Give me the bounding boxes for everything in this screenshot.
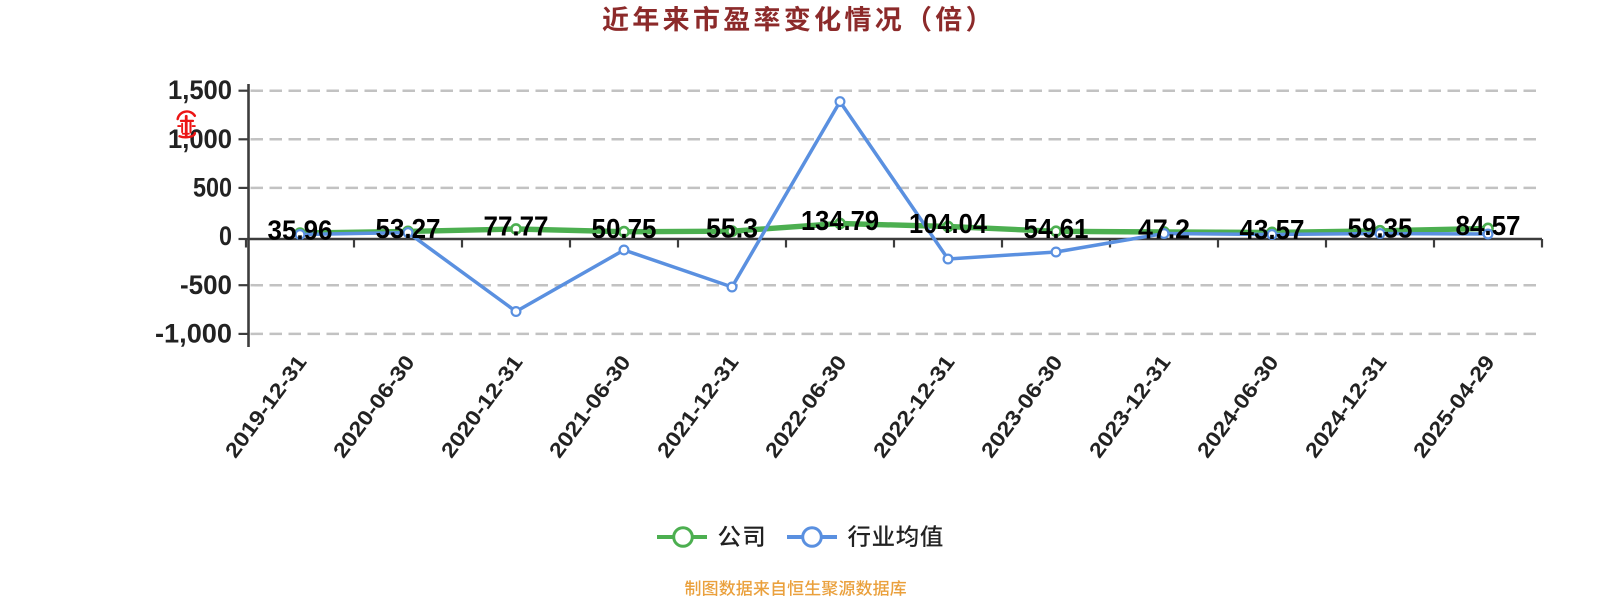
- svg-text:84.57: 84.57: [1456, 210, 1521, 241]
- svg-text:77.77: 77.77: [484, 211, 549, 242]
- svg-text:59.35: 59.35: [1348, 212, 1413, 243]
- svg-text:55.3: 55.3: [706, 213, 758, 244]
- svg-text:54.61: 54.61: [1024, 213, 1089, 244]
- svg-text:-1,000: -1,000: [155, 318, 232, 348]
- svg-text:1,500: 1,500: [168, 75, 232, 105]
- svg-text:47.2: 47.2: [1138, 214, 1190, 245]
- svg-text:50.75: 50.75: [592, 213, 657, 244]
- svg-text:43.57: 43.57: [1240, 214, 1305, 245]
- svg-text:104.04: 104.04: [909, 208, 987, 239]
- svg-text:-500: -500: [180, 270, 232, 300]
- svg-text:134.79: 134.79: [801, 205, 879, 236]
- svg-text:0: 0: [219, 221, 232, 251]
- svg-text:500: 500: [193, 172, 232, 202]
- svg-text:35.96: 35.96: [268, 215, 333, 246]
- svg-text:53.27: 53.27: [376, 213, 441, 244]
- svg-text:1,000: 1,000: [168, 124, 232, 154]
